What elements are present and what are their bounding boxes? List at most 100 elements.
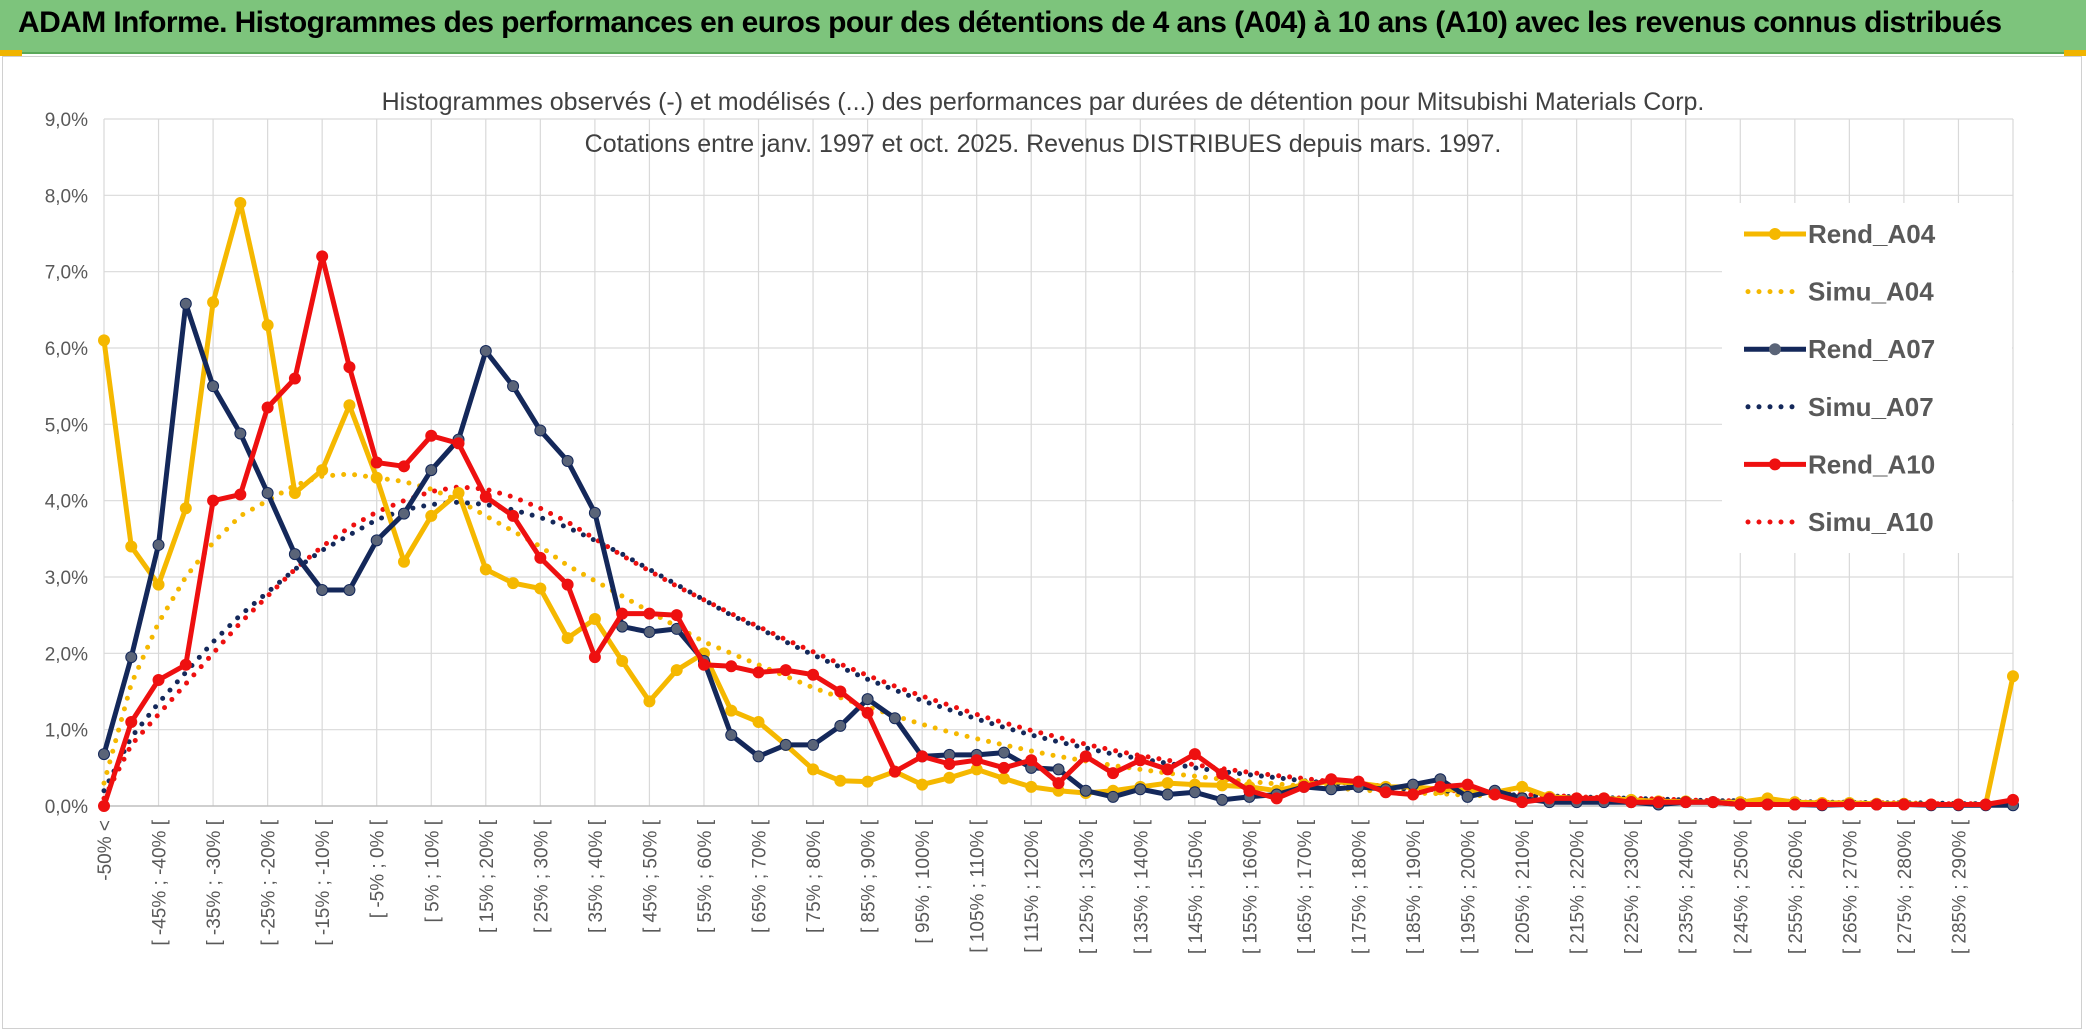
data-point [779, 738, 792, 751]
series-line-Simu_A07 [101, 499, 2016, 807]
x-tick-label: [ 205% ; 210% [ [1513, 819, 1534, 954]
legend-item: Simu_A07 [1745, 392, 1934, 422]
data-point [1079, 750, 1092, 763]
data-point [1897, 798, 1910, 811]
x-tick-label: [ 245% ; 250% [ [1731, 819, 1752, 954]
data-point [2007, 670, 2019, 683]
x-tick-label: [ 235% ; 240% [ [1677, 819, 1698, 954]
x-tick-label: [ 165% ; 170% [ [1295, 819, 1316, 954]
data-point [261, 487, 274, 500]
data-point [1216, 793, 1229, 806]
data-point [1625, 796, 1638, 809]
chart-frame [2, 56, 2082, 1029]
data-point [1652, 796, 1665, 809]
x-tick-label: [ 125% ; 130% [ [1077, 819, 1098, 954]
data-point [1734, 798, 1747, 811]
data-point [834, 774, 847, 787]
y-tick-label: 1,0% [45, 721, 88, 742]
data-point [370, 471, 383, 484]
data-point [1407, 778, 1420, 791]
x-tick-label: [ -25% ; -20% [ [259, 819, 280, 945]
data-point [1516, 780, 1529, 793]
x-tick-label: [ 255% ; 260% [ [1786, 819, 1807, 954]
header-accent-left [0, 50, 22, 56]
x-tick-label: [ 285% ; 290% [ [1949, 819, 1970, 954]
x-tick-label: [ 195% ; 200% [ [1459, 819, 1480, 954]
y-tick-label: 3,0% [45, 568, 88, 589]
legend-item: Simu_A10 [1745, 507, 1934, 537]
data-point [1461, 778, 1474, 791]
data-point [534, 582, 547, 595]
data-point [343, 361, 356, 374]
data-point [643, 607, 656, 620]
data-point [316, 250, 329, 263]
legend: Rend_A04 Simu_A04 Rend_A07 Simu_A07 Rend_A10… [1722, 203, 2012, 553]
y-tick-label: 7,0% [45, 263, 88, 284]
data-point [1216, 767, 1229, 780]
data-point [1161, 763, 1174, 776]
data-point [207, 380, 220, 393]
y-tick-label: 8,0% [45, 186, 88, 207]
data-point [179, 658, 192, 671]
data-point [1188, 748, 1201, 761]
data-point [1216, 779, 1229, 792]
header-bar: ADAM Informe. Histogrammes des performan… [0, 0, 2086, 56]
x-tick-label: -50% < [95, 820, 116, 881]
data-point [1870, 798, 1883, 811]
x-tick-label: [ 135% ; 140% [ [1131, 819, 1152, 954]
data-point [725, 729, 738, 742]
data-point [916, 750, 929, 763]
legend-marker [1769, 343, 1781, 356]
data-point [1325, 773, 1338, 786]
data-point [534, 551, 547, 564]
legend-item: Rend_A04 [1744, 219, 1936, 249]
data-point [370, 534, 383, 547]
data-point [561, 632, 574, 645]
data-point [125, 540, 138, 553]
y-tick-label: 2,0% [45, 644, 88, 665]
legend-box [1722, 203, 2012, 553]
x-tick-label: [ 175% ; 180% [ [1349, 819, 1370, 954]
data-point [1107, 790, 1120, 803]
data-point [152, 674, 165, 687]
data-point [479, 490, 492, 503]
data-point [1297, 780, 1310, 793]
data-point [725, 660, 738, 673]
series-rend-a10 [98, 250, 2019, 812]
data-point [1979, 798, 1992, 811]
data-point [2007, 793, 2019, 806]
data-point [970, 754, 983, 767]
y-tick-label: 6,0% [45, 339, 88, 360]
x-tick-label: [ 225% ; 230% [ [1622, 819, 1643, 954]
data-point [834, 719, 847, 732]
data-point [179, 502, 192, 515]
data-point [425, 509, 438, 522]
data-point [1843, 798, 1856, 811]
x-tick-label: [ -5% ; 0% [ [368, 819, 389, 918]
data-point [997, 746, 1010, 759]
x-tick-label: [ 15% ; 20% [ [477, 819, 498, 933]
legend-item: Rend_A10 [1744, 449, 1935, 479]
x-tick-label: [ 25% ; 30% [ [531, 819, 552, 933]
x-tick-label: [ 45% ; 50% [ [640, 819, 661, 933]
data-point [1052, 763, 1065, 776]
data-point [561, 578, 574, 591]
data-point [643, 625, 656, 638]
data-point [752, 716, 765, 729]
data-point [152, 578, 165, 591]
y-tick-label: 4,0% [45, 492, 88, 513]
legend-label: Rend_A07 [1808, 334, 1935, 364]
data-point [1488, 788, 1501, 801]
data-point [943, 771, 956, 784]
legend-label: Rend_A10 [1808, 449, 1935, 479]
x-tick-label: [ 265% ; 270% [ [1840, 819, 1861, 954]
data-point [588, 651, 601, 664]
legend-marker [1769, 458, 1781, 471]
data-point [888, 712, 901, 725]
data-point [397, 507, 410, 520]
data-point [288, 372, 301, 385]
x-tick-label: [ 215% ; 220% [ [1568, 819, 1589, 954]
data-point [1107, 767, 1120, 780]
data-point [1025, 754, 1038, 767]
x-tick-label: [ 75% ; 80% [ [804, 819, 825, 933]
